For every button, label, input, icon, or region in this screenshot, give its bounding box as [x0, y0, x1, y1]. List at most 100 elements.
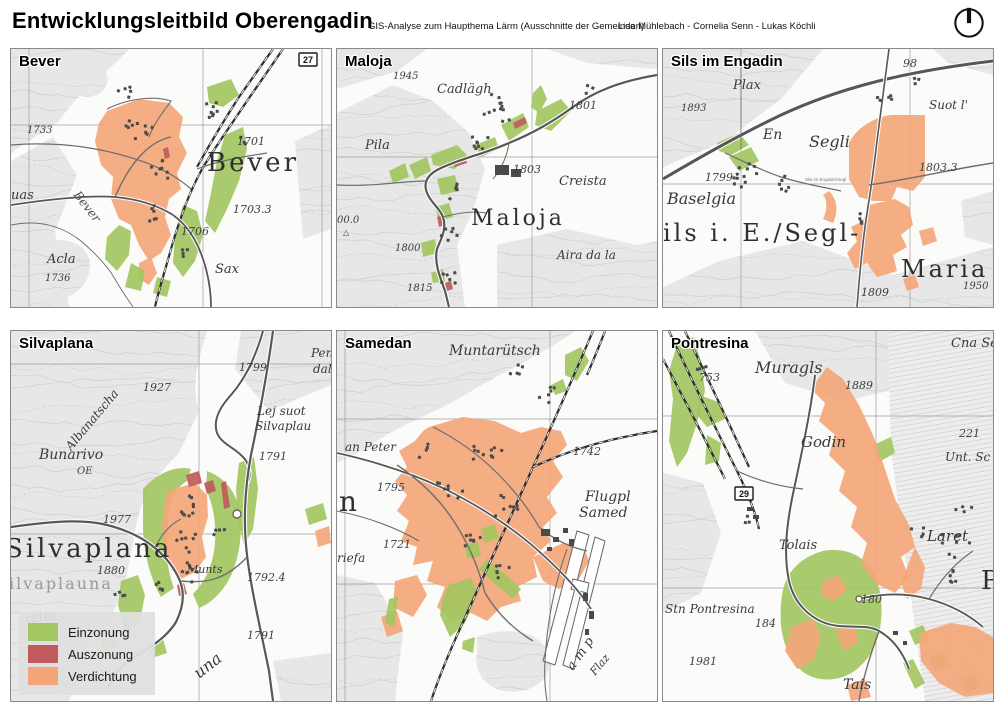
svg-text:uas: uas	[11, 188, 34, 203]
svg-text:1927: 1927	[143, 381, 171, 394]
svg-text:27: 27	[303, 55, 313, 65]
legend-swatch-auszonung	[28, 645, 58, 663]
svg-text:ilvaplauna: ilvaplauna	[11, 574, 113, 593]
maloja-map: 1945 Cadlägh 1801 Pila 1803 Creista Maloja Aira…	[337, 49, 657, 307]
svg-text:Tolais: Tolais	[779, 538, 818, 553]
svg-text:Samed: Samed	[579, 505, 627, 521]
svg-text:dal: dal	[313, 362, 331, 376]
svg-text:Stn Pontresina: Stn Pontresina	[665, 602, 755, 616]
svg-text:753: 753	[699, 371, 720, 384]
svg-text:Godin: Godin	[801, 433, 846, 451]
page-subtitle: GIS-Analyse zum Haupthema Lärm (Ausschni…	[368, 21, 645, 32]
svg-text:184: 184	[755, 617, 776, 630]
svg-text:1803: 1803	[513, 163, 541, 176]
panel-title-silvaplana: Silvaplana	[19, 335, 94, 352]
svg-text:Bunarivo: Bunarivo	[38, 447, 103, 463]
svg-text:1801: 1801	[569, 99, 597, 112]
svg-text:Segli: Segli	[809, 132, 850, 151]
svg-text:Tais: Tais	[843, 677, 871, 693]
svg-text:P: P	[981, 566, 993, 596]
legend-swatch-einzonung	[28, 623, 58, 641]
svg-text:Pila: Pila	[364, 138, 390, 153]
svg-text:1803.3: 1803.3	[919, 161, 958, 174]
svg-text:1893: 1893	[681, 103, 706, 114]
svg-text:1742: 1742	[573, 445, 601, 458]
legend-label-verdichtung: Verdichtung	[68, 668, 137, 684]
panel-title-maloja: Maloja	[345, 53, 392, 70]
svg-text:00.0: 00.0	[337, 215, 360, 226]
legend-item-einzonung: Einzonung	[28, 623, 146, 641]
svg-text:1950: 1950	[963, 281, 989, 292]
svg-text:1815: 1815	[407, 283, 432, 294]
north-arrow-icon	[954, 7, 984, 38]
svg-text:Unt. Sc: Unt. Sc	[945, 450, 991, 464]
svg-text:Maria: Maria	[901, 255, 988, 283]
svg-text:Sax: Sax	[215, 262, 240, 277]
legend-label-einzonung: Einzonung	[68, 624, 130, 640]
svg-text:1880: 1880	[97, 564, 125, 577]
page-title: Entwicklungsleitbild Oberengadin	[12, 8, 373, 33]
svg-text:1945: 1945	[393, 71, 418, 82]
map-panel-silvaplana: Albanatscha19271799PendalLej suotSilvapl…	[10, 330, 332, 702]
svg-text:OE: OE	[77, 466, 93, 477]
svg-text:ils i. E./Segl-: ils i. E./Segl-	[663, 219, 861, 247]
svg-text:an Peter: an Peter	[345, 440, 397, 454]
svg-text:1733: 1733	[27, 125, 52, 136]
svg-text:180: 180	[861, 593, 882, 606]
svg-text:1799: 1799	[705, 171, 733, 184]
svg-text:Maloja: Maloja	[471, 206, 565, 231]
svg-text:Flugpl: Flugpl	[584, 489, 631, 505]
map-legend: Einzonung Auszonung Verdichtung	[19, 612, 155, 695]
svg-text:Cadlägh: Cadlägh	[437, 82, 492, 97]
panel-title-bever: Bever	[19, 53, 61, 70]
svg-text:1721: 1721	[383, 538, 411, 551]
svg-text:Creista: Creista	[559, 174, 607, 189]
svg-text:Baselgia: Baselgia	[666, 189, 736, 208]
panel-title-samedan: Samedan	[345, 335, 412, 352]
svg-text:1736: 1736	[45, 273, 71, 284]
svg-text:Acla: Acla	[46, 252, 76, 267]
panel-title-pontresina: Pontresina	[671, 335, 749, 352]
svg-text:98: 98	[903, 57, 917, 70]
svg-text:1799: 1799	[239, 361, 267, 374]
sils-map: Plax 1893 En Segli 98 Suot l' 1803.3 1799 Baselg…	[663, 49, 993, 307]
svg-text:1791: 1791	[247, 629, 275, 642]
svg-text:1981: 1981	[689, 655, 717, 668]
svg-text:Bever: Bever	[207, 148, 299, 178]
svg-text:1703.3: 1703.3	[233, 203, 272, 216]
svg-text:1800: 1800	[395, 243, 421, 254]
svg-text:221: 221	[958, 427, 980, 440]
svg-text:△: △	[343, 228, 350, 237]
svg-text:1809: 1809	[861, 286, 889, 299]
map-panel-samedan: Muntarütsch an Peter 1795 n 1742 Flugpl Samed 1…	[336, 330, 658, 702]
legend-swatch-verdichtung	[28, 667, 58, 685]
svg-text:Cna Seg: Cna Seg	[951, 336, 993, 351]
svg-text:1795: 1795	[377, 481, 405, 494]
svg-text:29: 29	[739, 489, 749, 499]
svg-text:Silvaplau: Silvaplau	[255, 419, 311, 433]
legend-item-auszonung: Auszonung	[28, 645, 146, 663]
svg-text:1701: 1701	[237, 135, 265, 148]
svg-text:1977: 1977	[103, 513, 131, 526]
svg-text:Plax: Plax	[732, 78, 762, 93]
map-panel-pontresina: 29 Muragls 1889 Cna Seg 753 Godin 221 Unt. Sc To…	[662, 330, 994, 702]
svg-text:1791: 1791	[259, 450, 287, 463]
legend-label-auszonung: Auszonung	[68, 646, 134, 662]
svg-text:Aira da la: Aira da la	[556, 248, 616, 262]
svg-text:Sils im Engadin/Segl: Sils im Engadin/Segl	[805, 177, 846, 182]
legend-item-verdichtung: Verdichtung	[28, 667, 146, 685]
svg-text:Muragls: Muragls	[754, 358, 822, 377]
map-panel-maloja: 1945 Cadlägh 1801 Pila 1803 Creista Maloja Aira…	[336, 48, 658, 308]
map-panel-bever: 27 1733 Bever 1701 1703.3 1706 Acla 1736 Sax uas B…	[10, 48, 332, 308]
svg-text:Munts: Munts	[186, 563, 223, 576]
map-panel-sils: Plax 1893 En Segli 98 Suot l' 1803.3 1799 Baselg…	[662, 48, 994, 308]
svg-text:Laret: Laret	[926, 527, 969, 545]
svg-text:n: n	[339, 485, 360, 518]
svg-text:1706: 1706	[181, 225, 209, 238]
svg-text:Muntarütsch: Muntarütsch	[448, 343, 541, 359]
svg-text:1792.4: 1792.4	[247, 571, 286, 584]
panel-title-sils: Sils im Engadin	[671, 53, 783, 70]
svg-text:Pen: Pen	[310, 346, 331, 360]
pontresina-map: 29 Muragls 1889 Cna Seg 753 Godin 221 Unt. Sc To…	[663, 331, 993, 701]
